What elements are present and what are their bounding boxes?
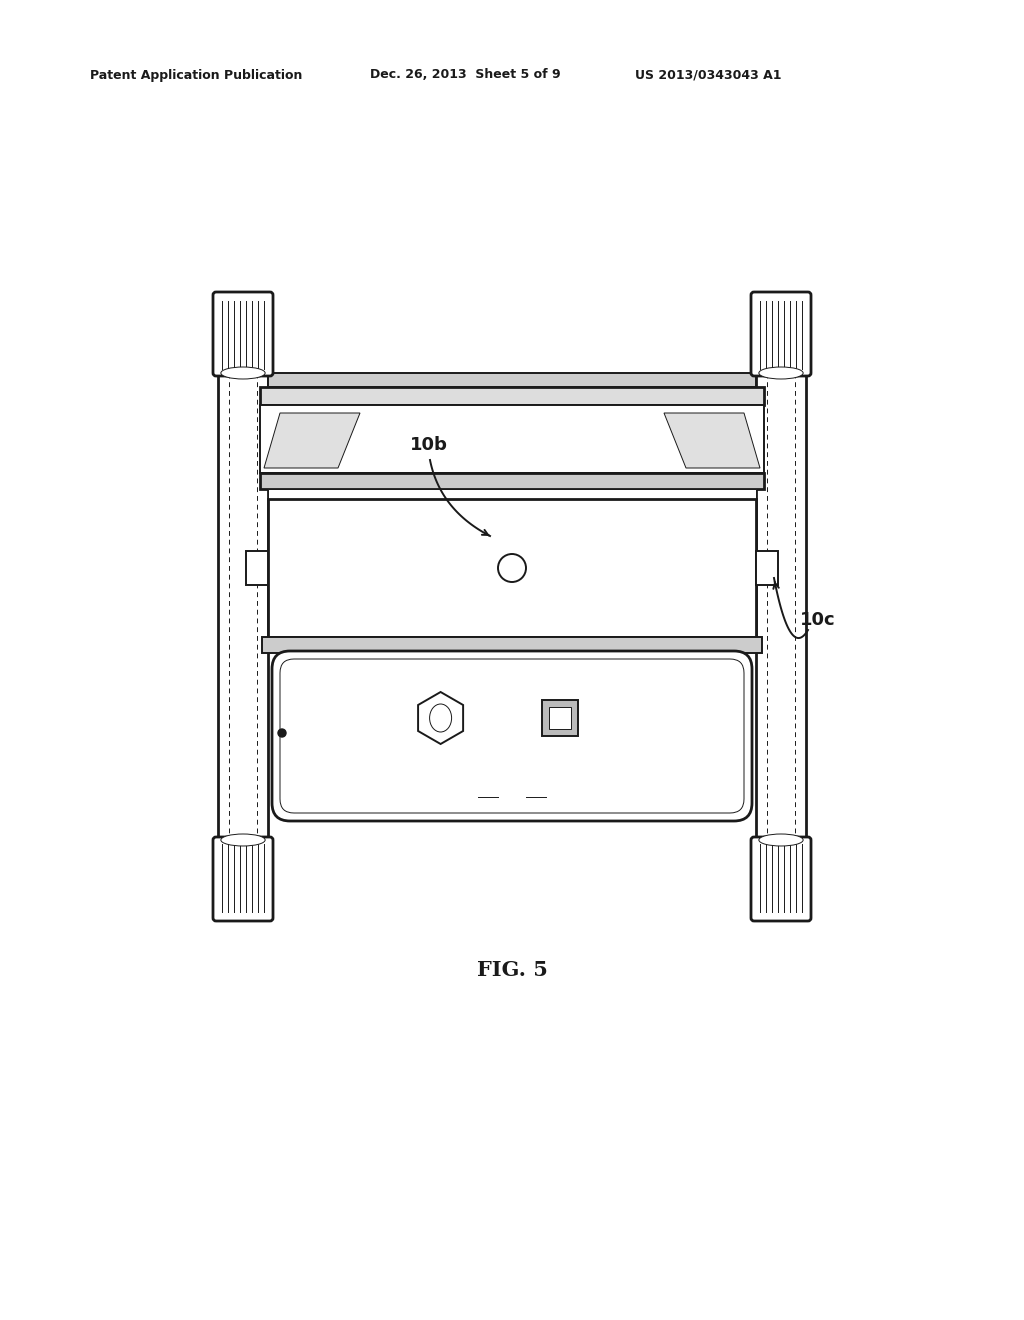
Ellipse shape (759, 367, 803, 379)
Polygon shape (264, 413, 360, 469)
Polygon shape (418, 692, 463, 744)
Text: FIG. 5: FIG. 5 (476, 960, 548, 979)
Text: Dec. 26, 2013  Sheet 5 of 9: Dec. 26, 2013 Sheet 5 of 9 (370, 69, 560, 82)
FancyBboxPatch shape (272, 651, 752, 821)
FancyBboxPatch shape (751, 292, 811, 376)
FancyBboxPatch shape (213, 837, 273, 921)
Bar (262, 638, 762, 653)
Bar (260, 473, 764, 488)
Text: 10b: 10b (410, 436, 447, 454)
Bar (268, 374, 756, 387)
Polygon shape (664, 413, 760, 469)
FancyBboxPatch shape (751, 837, 811, 921)
Bar (549, 708, 570, 729)
Bar (268, 488, 756, 499)
FancyBboxPatch shape (280, 659, 744, 813)
Bar (246, 550, 268, 585)
Bar (756, 550, 778, 585)
Ellipse shape (759, 834, 803, 846)
Bar (542, 700, 578, 737)
Ellipse shape (430, 704, 452, 733)
Circle shape (278, 729, 286, 737)
Bar (260, 387, 764, 405)
Bar (260, 405, 764, 473)
Circle shape (498, 554, 526, 582)
Ellipse shape (221, 367, 265, 379)
Text: Patent Application Publication: Patent Application Publication (90, 69, 302, 82)
Bar (268, 499, 756, 638)
Ellipse shape (221, 834, 265, 846)
Text: US 2013/0343043 A1: US 2013/0343043 A1 (635, 69, 781, 82)
FancyBboxPatch shape (213, 292, 273, 376)
Text: 10c: 10c (800, 611, 836, 630)
